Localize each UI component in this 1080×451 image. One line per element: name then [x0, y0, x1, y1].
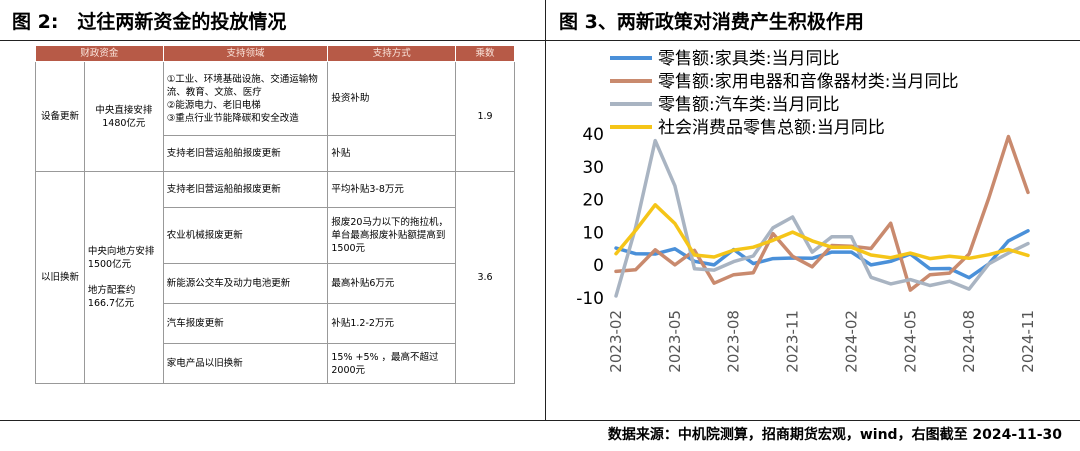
area-cell: 支持老旧营运船舶报废更新 [163, 136, 328, 172]
x-tick-label: 2023-08 [725, 310, 743, 373]
header-method: 支持方式 [328, 46, 456, 62]
consumption-line-chart: 零售额:家具类:当月同比零售额:家用电器和音像器材类:当月同比零售额:汽车类:当… [548, 42, 1078, 418]
table-row: 以旧换新 中央向地方安排 1500亿元 地方配套约 166.7亿元 支持老旧营运… [36, 172, 515, 208]
area-cell: 支持老旧营运船舶报废更新 [163, 172, 328, 208]
footer-divider [0, 420, 1080, 421]
legend-label: 零售额:家具类:当月同比 [658, 49, 839, 69]
funding-table: 财政资金 支持领域 支持方式 乘数 设备更新 中央直接安排 1480亿元 ①工业… [35, 45, 515, 384]
y-tick-label: -10 [576, 289, 604, 309]
table-row: 设备更新 中央直接安排 1480亿元 ①工业、环境基础设施、交通运输物流、教育、… [36, 62, 515, 136]
header-area: 支持领域 [163, 46, 328, 62]
legend-label: 零售额:家用电器和音像器材类:当月同比 [658, 72, 958, 92]
y-tick-label: 30 [582, 158, 604, 178]
area-cell: 农业机械报废更新 [163, 208, 328, 264]
multiplier-cell: 3.6 [456, 172, 515, 384]
method-cell: 投资补助 [328, 62, 456, 136]
method-cell: 15% +5% ，最高不超过2000元 [328, 344, 456, 384]
x-tick-label: 2023-05 [666, 310, 684, 373]
x-tick-label: 2023-11 [784, 310, 802, 373]
right-figure-title: 图 3、两新政策对消费产生积极作用 [547, 0, 1080, 40]
x-tick-label: 2024-05 [901, 310, 919, 373]
y-tick-label: 40 [582, 125, 604, 145]
method-cell: 最高补贴6万元 [328, 264, 456, 304]
area-cell: 家电产品以旧换新 [163, 344, 328, 384]
method-cell: 补贴1.2-2万元 [328, 304, 456, 344]
x-tick-label: 2024-02 [842, 310, 860, 373]
area-cell: 新能源公交车及动力电池更新 [163, 264, 328, 304]
method-cell: 报废20马力以下的拖拉机，单台最高报废补贴额提高到1500元 [328, 208, 456, 264]
data-source-note: 数据来源：中机院测算，招商期货宏观，wind，右图截至 2024-11-30 [608, 424, 1062, 444]
method-cell: 补贴 [328, 136, 456, 172]
y-tick-label: 20 [582, 191, 604, 211]
category-cell: 设备更新 [36, 62, 85, 172]
series-line [616, 137, 1028, 291]
header-divider [0, 40, 1080, 41]
method-cell: 平均补贴3-8万元 [328, 172, 456, 208]
y-tick-label: 0 [593, 256, 604, 276]
x-tick-label: 2024-11 [1019, 310, 1037, 373]
legend-label: 社会消费品零售总额:当月同比 [658, 118, 885, 138]
series-line [616, 141, 1028, 296]
header-funding: 财政资金 [36, 46, 164, 62]
table-header-row: 财政资金 支持领域 支持方式 乘数 [36, 46, 515, 62]
x-tick-label: 2024-08 [960, 310, 978, 373]
area-cell: ①工业、环境基础设施、交通运输物流、教育、文旅、医疗 ②能源电力、老旧电梯 ③重… [163, 62, 328, 136]
area-cell: 汽车报废更新 [163, 304, 328, 344]
category-cell: 以旧换新 [36, 172, 85, 384]
header-multiplier: 乘数 [456, 46, 515, 62]
multiplier-cell: 1.9 [456, 62, 515, 172]
x-tick-label: 2023-02 [607, 310, 625, 373]
panel-divider [545, 0, 546, 421]
funding-cell: 中央向地方安排 1500亿元 地方配套约 166.7亿元 [84, 172, 163, 384]
y-tick-label: 10 [582, 223, 604, 243]
legend-label: 零售额:汽车类:当月同比 [658, 95, 839, 115]
funding-cell: 中央直接安排 1480亿元 [84, 62, 163, 172]
left-figure-title: 图 2: 过往两新资金的投放情况 [0, 0, 545, 40]
